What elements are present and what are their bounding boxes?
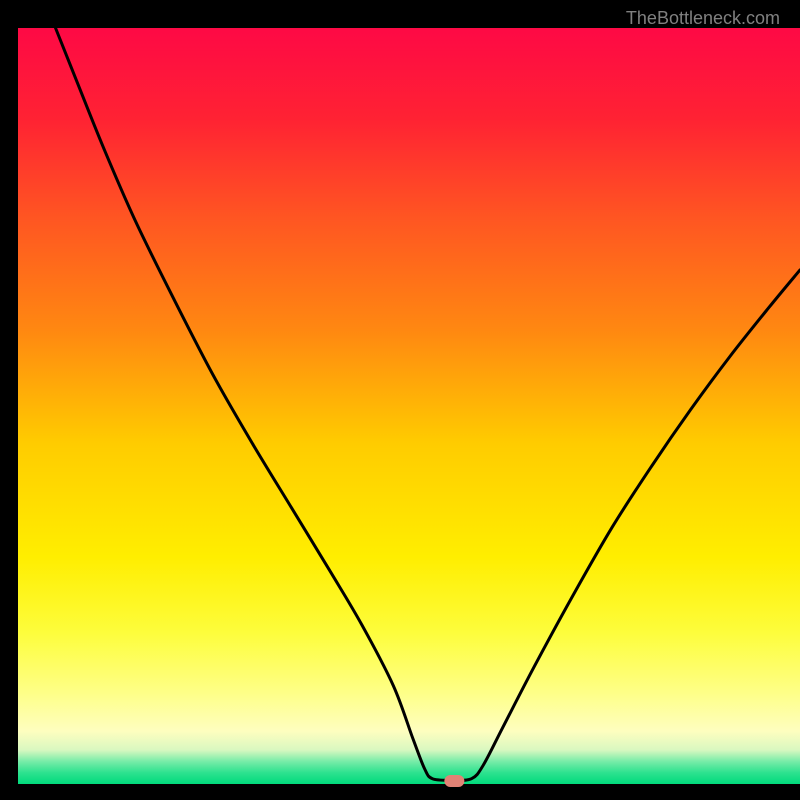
attribution-text: TheBottleneck.com xyxy=(626,8,780,28)
bottleneck-chart: TheBottleneck.com xyxy=(0,0,800,800)
balance-marker xyxy=(444,775,464,787)
plot-background xyxy=(18,28,800,784)
